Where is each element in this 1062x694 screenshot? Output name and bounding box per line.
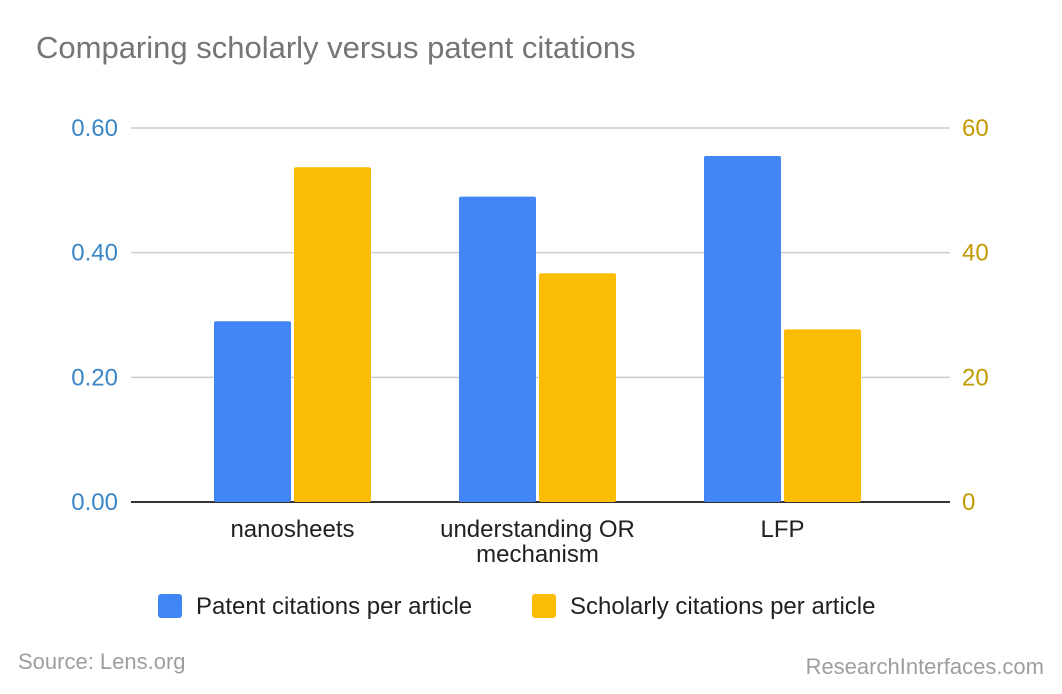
category-label: understanding OR [440, 516, 635, 543]
scholarly-bar-0 [294, 167, 371, 502]
left-axis-tick-label: 0.60 [71, 115, 118, 142]
left-axis-tick-label: 0.20 [71, 364, 118, 391]
legend: Patent citations per article Scholarly ci… [158, 593, 875, 620]
legend-swatch [158, 594, 182, 618]
source-note: Source: Lens.org [18, 649, 186, 674]
category-label: mechanism [476, 541, 599, 568]
patent-bar-1 [459, 196, 536, 503]
scholarly-bar-2 [784, 329, 861, 502]
legend-label: Patent citations per article [196, 593, 472, 620]
credit-note: ResearchInterfaces.com [806, 654, 1044, 679]
legend-swatch [532, 594, 556, 618]
patent-bar-2 [704, 156, 781, 503]
category-label: LFP [760, 516, 804, 543]
chart-title: Comparing scholarly versus patent citati… [36, 30, 636, 65]
right-axis-tick-label: 20 [962, 364, 989, 391]
bars [214, 156, 861, 503]
legend-label: Scholarly citations per article [570, 593, 875, 620]
scholarly-bar-1 [539, 273, 616, 502]
right-axis-tick-label: 0 [962, 489, 975, 516]
right-axis-tick-label: 60 [962, 115, 989, 142]
patent-bar-0 [214, 321, 291, 502]
left-axis-tick-label: 0.00 [71, 489, 118, 516]
right-axis-tick-label: 40 [962, 240, 989, 267]
left-axis-tick-label: 0.40 [71, 240, 118, 267]
category-label: nanosheets [230, 516, 354, 543]
axis-ticks: 0.00 0 0.20 20 0.40 40 0.60 60 [71, 115, 988, 516]
